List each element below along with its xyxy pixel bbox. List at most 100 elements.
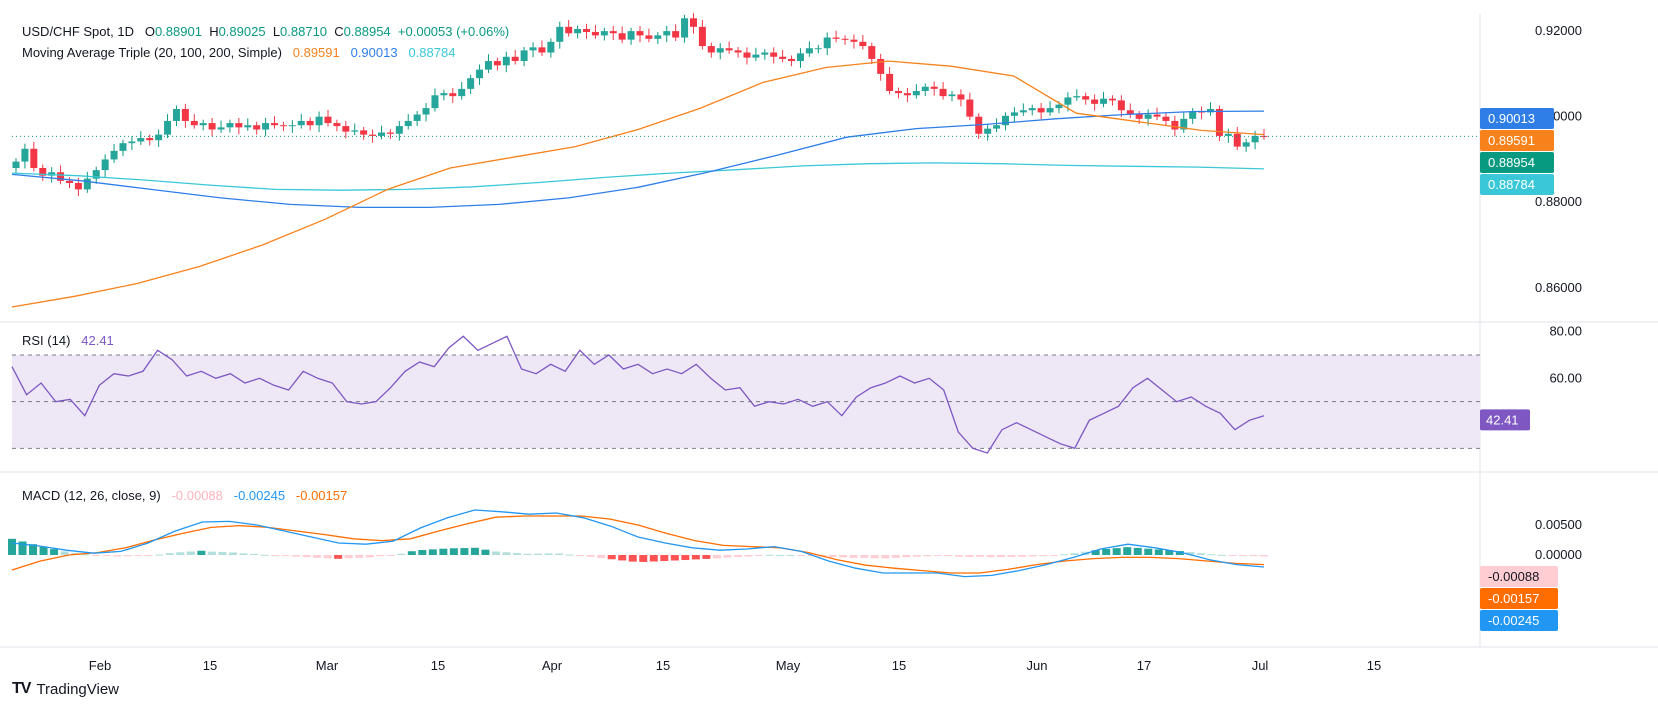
candle-body (449, 93, 457, 97)
low-label: L (272, 24, 281, 39)
macd-histogram-bar (165, 553, 174, 555)
candle-body (422, 108, 430, 115)
rsi-legend: RSI (14) 42.41 (22, 333, 114, 349)
macd-histogram-bar (365, 555, 374, 558)
candle-body (627, 31, 635, 40)
macd-histogram-bar (712, 555, 721, 559)
macd-histogram-bar (975, 555, 984, 557)
candle-body (208, 123, 216, 130)
macd-histogram-bar (702, 555, 711, 559)
candle-body (877, 58, 885, 74)
candle-body (1144, 114, 1152, 119)
candle-body (957, 94, 965, 100)
candle-body (315, 116, 323, 126)
macd-histogram-bar (1028, 555, 1037, 557)
candle-body (137, 138, 145, 142)
candle-body (743, 52, 751, 58)
macd-histogram-bar (1238, 555, 1247, 556)
candle-body (939, 88, 947, 97)
time-tick-label: 15 (656, 658, 670, 673)
candle-body (351, 130, 359, 132)
candle-body (324, 116, 332, 124)
macd-histogram-bar (449, 548, 458, 555)
macd-histogram-bar (228, 552, 237, 555)
macd-histogram-bar (134, 555, 143, 556)
candle-body (1001, 115, 1009, 126)
candle-body (520, 50, 528, 62)
macd-histogram-bar (29, 544, 38, 555)
candle-body (841, 38, 849, 40)
candle-body (1091, 99, 1099, 104)
candle-body (903, 93, 911, 96)
time-tick-label: 15 (203, 658, 217, 673)
rsi-value-tag (1480, 409, 1530, 431)
price-tick-label: 0.92000 (1535, 23, 1582, 38)
macd-tick-label: 0.00500 (1535, 517, 1582, 532)
candle-body (895, 91, 903, 94)
candle-body (538, 47, 546, 53)
candle-body (761, 52, 769, 55)
candle-body (1171, 120, 1179, 130)
macd-histogram-bar (1186, 552, 1195, 555)
candle-body (262, 123, 270, 130)
candle-body (1242, 142, 1250, 147)
tradingview-logo[interactable]: TV TradingView (12, 680, 119, 698)
macd-histogram-bar (1060, 554, 1069, 556)
macd-histogram-bar (881, 555, 890, 559)
candle-body (779, 56, 787, 59)
candle-body (672, 31, 680, 38)
price-tag-ma100 (1480, 108, 1554, 129)
candle-body (1207, 108, 1215, 113)
candle-body (360, 130, 368, 135)
time-tick-label: Mar (316, 658, 339, 673)
candle-body (1100, 98, 1108, 104)
candle-body (342, 126, 350, 132)
candle-body (92, 170, 100, 179)
macd-histogram-bar (534, 553, 543, 555)
macd-value-tag (1480, 588, 1558, 609)
macd-histogram-bar (660, 555, 669, 562)
change-value: +0.00053 (+0.06%) (397, 24, 510, 39)
price-tag-last (1480, 152, 1554, 173)
macd-histogram-bar (1165, 550, 1174, 555)
candle-body (993, 125, 1001, 129)
macd-value-tag-label: -0.00088 (1488, 569, 1539, 584)
candle-body (279, 125, 287, 127)
candle-body (181, 108, 189, 121)
candle-body (395, 126, 403, 134)
candle-body (30, 148, 38, 168)
macd-value-tag (1480, 610, 1558, 631)
candle-body (146, 138, 154, 141)
candle-body (1224, 133, 1232, 136)
candle-body (440, 93, 448, 96)
candle-body (48, 172, 56, 176)
symbol-label: USD/CHF Spot, 1D (22, 24, 134, 39)
candle-body (1251, 135, 1259, 143)
candle-body (101, 159, 109, 171)
macd-histogram-bar (407, 551, 416, 555)
macd-histogram-bar (249, 553, 258, 555)
logo-text: TradingView (36, 680, 119, 698)
candle-body (1055, 104, 1063, 109)
macd-histogram-bar (81, 554, 90, 556)
ma20-value: 0.89591 (292, 45, 340, 60)
ma200-value: 0.88784 (408, 45, 456, 60)
candle-body (1117, 100, 1125, 111)
rsi-value-tag-label: 42.41 (1486, 412, 1519, 427)
candle-body (814, 48, 822, 50)
macd-histogram-bar (60, 551, 69, 555)
price-tick-label: 0.86000 (1535, 280, 1582, 295)
candle-body (752, 54, 760, 58)
macd-histogram-bar (397, 553, 406, 555)
macd-histogram-bar (607, 555, 616, 560)
candle-body (21, 148, 29, 162)
candle-body (369, 134, 377, 136)
candle-body (868, 46, 876, 59)
candle-body (609, 31, 617, 34)
macd-histogram-bar (123, 555, 132, 557)
macd-value-tag-label: -0.00245 (1488, 613, 1539, 628)
ma20-line (11, 60, 1265, 308)
candle-body (199, 123, 207, 126)
candle-body (217, 127, 225, 130)
